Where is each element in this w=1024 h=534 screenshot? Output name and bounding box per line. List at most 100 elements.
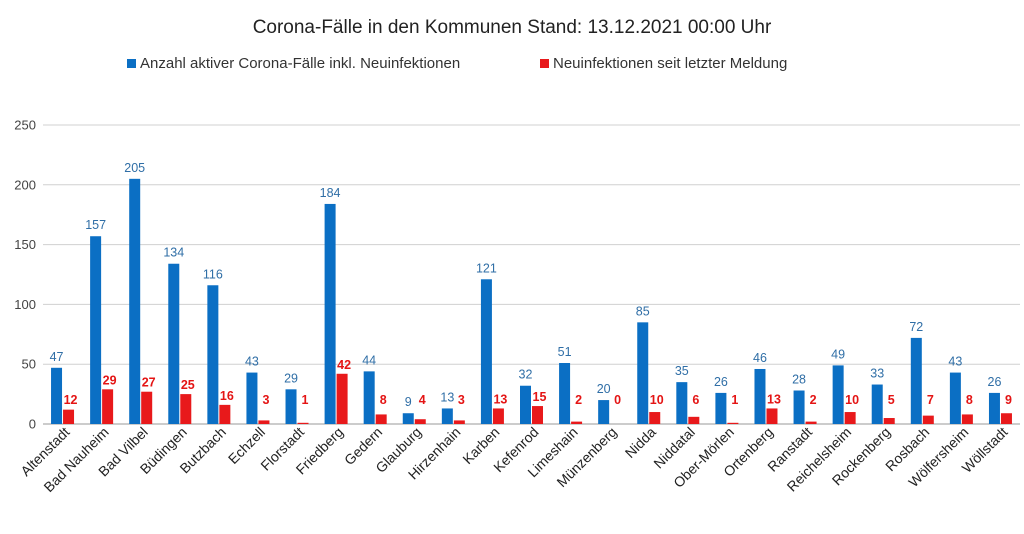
data-label-new: 2 xyxy=(575,393,582,407)
data-label-active: 44 xyxy=(362,353,376,367)
data-label-new: 4 xyxy=(419,393,426,407)
data-label-active: 121 xyxy=(476,261,497,275)
bar-new-infections xyxy=(375,414,387,424)
bar-active-cases xyxy=(168,263,180,424)
data-label-active: 28 xyxy=(792,373,806,387)
data-label-new: 8 xyxy=(966,393,973,407)
y-tick-label: 200 xyxy=(14,177,36,192)
data-label-new: 10 xyxy=(650,393,664,407)
bar-new-infections xyxy=(414,419,426,424)
data-label-new: 13 xyxy=(767,392,781,406)
data-label-new: 10 xyxy=(845,393,859,407)
data-label-active: 35 xyxy=(675,364,689,378)
bar-active-cases xyxy=(90,236,102,424)
bar-active-cases xyxy=(598,400,610,424)
data-label-new: 25 xyxy=(181,378,195,392)
bar-new-infections xyxy=(141,391,153,424)
data-label-new: 8 xyxy=(380,393,387,407)
bar-active-cases xyxy=(285,389,297,424)
bar-active-cases xyxy=(520,385,531,424)
y-tick-label: 50 xyxy=(22,357,36,372)
bar-active-cases xyxy=(793,390,805,424)
bar-new-infections xyxy=(532,406,543,424)
data-label-new: 1 xyxy=(302,393,309,407)
bar-active-cases xyxy=(246,372,258,424)
data-label-active: 26 xyxy=(988,375,1002,389)
bar-active-cases xyxy=(910,337,922,424)
y-tick-label: 250 xyxy=(14,118,36,133)
bar-new-infections xyxy=(336,373,348,424)
bar-new-infections xyxy=(297,422,309,424)
bar-active-cases xyxy=(871,384,883,424)
data-label-new: 7 xyxy=(927,393,934,407)
bar-active-cases xyxy=(441,408,453,424)
bars xyxy=(51,178,1012,424)
bar-active-cases xyxy=(715,392,727,424)
data-label-active: 32 xyxy=(519,368,533,382)
bar-new-infections xyxy=(258,420,270,424)
bar-new-infections xyxy=(883,418,895,424)
data-label-new: 15 xyxy=(533,390,547,404)
legend-label-active: Anzahl aktiver Corona-Fälle inkl. Neuinf… xyxy=(140,55,460,72)
bar-active-cases xyxy=(676,382,688,424)
data-label-new: 5 xyxy=(888,393,895,407)
data-label-active: 43 xyxy=(948,355,962,369)
bar-active-cases xyxy=(207,285,219,424)
data-label-active: 116 xyxy=(203,267,223,281)
data-label-new: 12 xyxy=(64,393,78,407)
data-label-active: 49 xyxy=(831,347,845,361)
data-label-active: 26 xyxy=(714,375,728,389)
y-tick-label: 150 xyxy=(14,237,36,252)
bar-new-infections xyxy=(649,412,661,424)
data-label-active: 9 xyxy=(405,395,412,409)
bar-active-cases xyxy=(637,322,649,424)
gridlines xyxy=(43,124,1020,425)
data-label-active: 46 xyxy=(753,351,767,365)
bar-new-infections xyxy=(453,420,465,424)
data-label-new: 9 xyxy=(1005,393,1012,407)
bar-new-infections xyxy=(961,414,973,424)
chart-title: Corona-Fälle in den Kommunen Stand: 13.1… xyxy=(253,17,772,38)
data-label-active: 205 xyxy=(124,161,145,175)
data-label-active: 157 xyxy=(85,218,106,232)
legend-swatch-new xyxy=(540,59,549,68)
data-label-active: 47 xyxy=(50,350,64,364)
data-label-active: 51 xyxy=(558,345,572,359)
data-label-active: 29 xyxy=(284,371,298,385)
legend-swatch-active xyxy=(127,59,136,68)
bar-active-cases xyxy=(480,279,492,424)
data-label-new: 6 xyxy=(692,393,699,407)
bar-new-infections xyxy=(727,422,739,424)
bar-active-cases xyxy=(363,371,375,424)
bar-active-cases xyxy=(988,392,1000,424)
y-axis-ticks: 0 50 100 150 200 250 xyxy=(14,118,36,432)
bar-active-cases xyxy=(324,203,336,424)
data-label-new: 13 xyxy=(493,392,507,406)
bar-active-cases xyxy=(402,413,414,424)
bar-new-infections xyxy=(844,412,856,424)
x-tick-label: Nidda xyxy=(622,424,659,461)
data-label-active: 85 xyxy=(636,304,650,318)
data-label-active: 134 xyxy=(163,246,184,260)
bar-active-cases xyxy=(559,363,571,424)
data-label-active: 33 xyxy=(870,367,884,381)
data-label-active: 13 xyxy=(440,390,454,404)
data-label-new: 42 xyxy=(337,358,351,372)
bar-active-cases xyxy=(51,367,63,424)
data-label-new: 27 xyxy=(142,376,156,390)
data-label-new: 29 xyxy=(103,373,117,387)
bar-active-cases xyxy=(949,372,961,424)
data-label-new: 2 xyxy=(810,393,817,407)
data-label-new: 3 xyxy=(458,393,465,407)
data-label-active: 43 xyxy=(245,355,259,369)
legend: Anzahl aktiver Corona-Fälle inkl. Neuinf… xyxy=(127,55,787,72)
bar-new-infections xyxy=(63,409,75,424)
data-label-new: 3 xyxy=(262,393,269,407)
bar-new-infections xyxy=(805,421,817,424)
bar-new-infections xyxy=(571,421,583,424)
data-label-new: 1 xyxy=(731,393,738,407)
